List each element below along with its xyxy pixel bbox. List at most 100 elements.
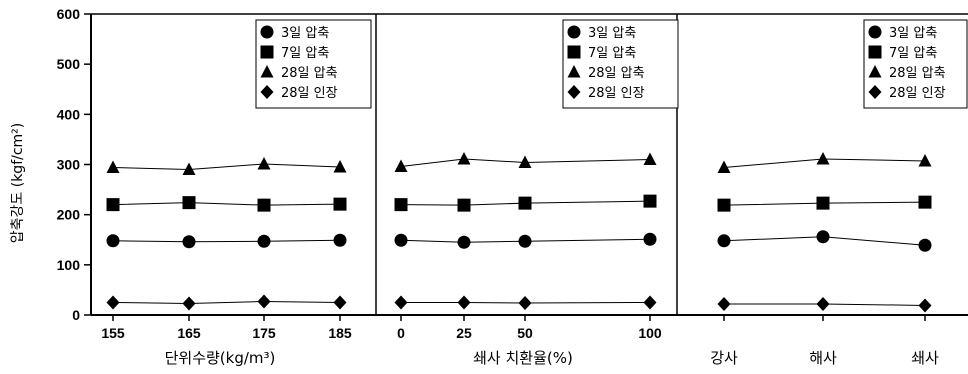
legend-marker-circle — [567, 25, 581, 39]
legend-marker-circle — [868, 25, 882, 39]
x-tick-label: 0 — [397, 325, 405, 341]
x-axis-label: 단위수량(kg/m³) — [165, 349, 276, 367]
data-point-circle — [518, 234, 532, 248]
data-point-square — [457, 198, 471, 212]
data-point-circle — [643, 232, 657, 246]
data-point-circle — [918, 238, 932, 252]
series-diamond — [717, 296, 932, 313]
series-square — [394, 194, 657, 212]
data-point-triangle — [717, 160, 731, 174]
data-point-diamond — [257, 294, 271, 309]
data-point-triangle — [457, 151, 471, 165]
data-point-triangle — [518, 155, 532, 168]
data-point-triangle — [333, 160, 347, 173]
series-line — [401, 301, 651, 304]
series-triangle — [394, 151, 657, 173]
x-tick-label: 25 — [456, 325, 472, 341]
y-tick-label: 100 — [57, 257, 81, 273]
y-axis-label: 압축강도 (kgf/cm²) — [10, 123, 26, 243]
legend-marker-triangle — [567, 65, 581, 78]
data-point-diamond — [518, 295, 532, 310]
series-square — [717, 195, 932, 212]
x-tick-label: 175 — [252, 325, 276, 341]
data-point-diamond — [643, 295, 657, 310]
x-tick-label: 155 — [101, 325, 125, 341]
legend-label: 3일 압축 — [588, 26, 636, 41]
panel-3: 강사 해사 쇄사 3일 압축 7일 압축 28일 압축 28일 인장 — [710, 19, 968, 367]
y-tick-label: 500 — [57, 56, 81, 72]
series-line — [400, 158, 651, 168]
data-point-circle — [333, 233, 347, 247]
legend-label: 28일 압축 — [281, 66, 338, 81]
data-point-circle — [394, 233, 408, 247]
x-tick-label: 50 — [517, 325, 533, 341]
legend-label: 28일 압축 — [889, 66, 946, 81]
data-point-square — [182, 196, 196, 210]
data-point-circle — [257, 234, 271, 248]
data-point-square — [643, 194, 657, 208]
data-point-square — [518, 196, 532, 210]
data-point-diamond — [918, 298, 932, 313]
panel-1: 155 165 175 185 단위수량(kg/m³) 3일 압축 7일 압축 28일 압축 2… — [101, 19, 372, 367]
data-point-diamond — [182, 296, 196, 311]
legend-marker-triangle — [260, 65, 274, 78]
data-point-triangle — [106, 160, 120, 174]
series-triangle — [106, 156, 347, 176]
y-tick-label: 400 — [57, 106, 81, 122]
x-tick-label: 100 — [638, 325, 662, 341]
legend-marker-triangle — [868, 65, 882, 78]
data-point-diamond — [333, 295, 347, 310]
y-tick-label: 300 — [57, 157, 81, 173]
legend-label: 3일 압축 — [281, 26, 329, 41]
series-circle — [717, 230, 932, 252]
legend: 3일 압축 7일 압축 28일 압축 28일 인장 — [255, 19, 372, 109]
data-point-square — [106, 198, 120, 212]
legend-label: 28일 인장 — [588, 86, 645, 101]
series-triangle — [717, 151, 932, 174]
data-point-diamond — [394, 295, 408, 310]
x-axis-label: 쇄사 치환율(%) — [473, 349, 573, 367]
x-tick-label: 165 — [177, 325, 201, 341]
data-point-square — [394, 198, 408, 212]
series-circle — [106, 233, 347, 249]
legend-label: 28일 압축 — [588, 66, 645, 81]
data-point-circle — [106, 234, 120, 248]
data-point-diamond — [106, 295, 120, 310]
data-point-triangle — [394, 159, 408, 173]
data-point-circle — [182, 235, 196, 249]
y-tick-label: 0 — [72, 307, 80, 323]
y-tick-label: 600 — [57, 6, 81, 22]
series-line — [112, 163, 341, 171]
data-point-circle — [816, 230, 830, 244]
data-point-square — [333, 197, 347, 211]
legend-label: 3일 압축 — [889, 26, 937, 41]
data-point-triangle — [643, 152, 657, 165]
series-line — [400, 238, 651, 243]
x-tick-label: 해사 — [809, 349, 837, 367]
series-diamond — [106, 294, 347, 311]
series-line — [400, 200, 651, 206]
legend-box — [562, 19, 679, 109]
data-point-triangle — [257, 156, 271, 170]
legend-marker-square — [260, 45, 274, 59]
legend: 3일 압축 7일 압축 28일 압축 28일 인장 — [863, 19, 968, 109]
data-point-triangle — [918, 153, 932, 167]
legend-label: 7일 압축 — [281, 46, 329, 61]
legend-marker-circle — [260, 25, 274, 39]
legend-marker-diamond — [260, 85, 274, 99]
legend-label: 7일 압축 — [889, 46, 937, 61]
data-point-circle — [457, 235, 471, 249]
panel-2: 0 25 50 100 쇄사 치환율(%) 3일 압축 7일 압축 28일 압축 28일 인장 — [394, 19, 679, 367]
y-tick-label: 200 — [57, 207, 81, 223]
legend-marker-square — [567, 45, 581, 59]
data-point-triangle — [182, 162, 196, 176]
series-diamond — [394, 295, 657, 310]
x-tick-label: 185 — [328, 325, 352, 341]
series-square — [106, 196, 347, 212]
data-point-diamond — [816, 296, 830, 311]
data-point-square — [717, 198, 731, 212]
data-point-diamond — [457, 295, 471, 310]
legend-box — [255, 19, 372, 109]
data-point-diamond — [717, 296, 731, 311]
